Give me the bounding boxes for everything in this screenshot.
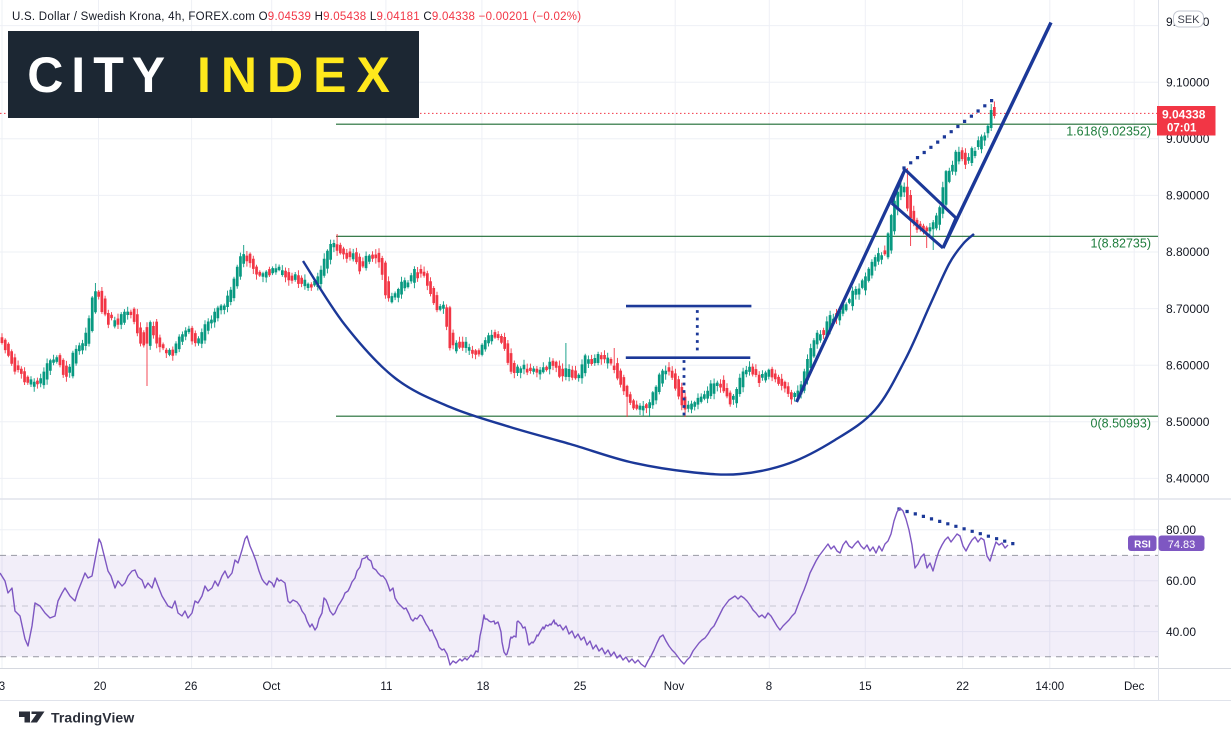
svg-text:3: 3 xyxy=(0,681,5,693)
svg-text:SEK: SEK xyxy=(1177,14,1200,26)
svg-text:8.40000: 8.40000 xyxy=(1166,472,1210,486)
svg-text:9.04338: 9.04338 xyxy=(1162,108,1206,122)
svg-text:25: 25 xyxy=(574,681,587,693)
svg-text:1(8.82735): 1(8.82735) xyxy=(1091,237,1151,251)
svg-text:U.S. Dollar / Swedish Krona, 4: U.S. Dollar / Swedish Krona, 4h, FOREX.c… xyxy=(12,11,581,23)
svg-text:15: 15 xyxy=(859,681,872,693)
svg-text:60.00: 60.00 xyxy=(1166,574,1196,588)
svg-text:07:01: 07:01 xyxy=(1167,123,1197,135)
svg-text:20: 20 xyxy=(94,681,107,693)
svg-text:8.50000: 8.50000 xyxy=(1166,415,1210,429)
svg-text:80.00: 80.00 xyxy=(1166,523,1196,537)
svg-text:18: 18 xyxy=(477,681,490,693)
svg-text:8.90000: 8.90000 xyxy=(1166,189,1210,203)
svg-text:14:00: 14:00 xyxy=(1035,681,1064,693)
svg-text:8.60000: 8.60000 xyxy=(1166,358,1210,372)
svg-text:TradingView: TradingView xyxy=(51,710,134,726)
svg-text:26: 26 xyxy=(185,681,198,693)
svg-text:9.10000: 9.10000 xyxy=(1166,75,1210,89)
svg-text:11: 11 xyxy=(380,681,392,693)
svg-text:22: 22 xyxy=(956,681,969,693)
svg-text:Nov: Nov xyxy=(664,681,685,693)
svg-text:1.618(9.02352): 1.618(9.02352) xyxy=(1066,125,1151,139)
svg-text:Oct: Oct xyxy=(262,681,281,693)
svg-text:8.70000: 8.70000 xyxy=(1166,302,1210,316)
svg-text:74.83: 74.83 xyxy=(1168,539,1196,551)
svg-text:8: 8 xyxy=(766,681,772,693)
svg-text:RSI: RSI xyxy=(1134,539,1151,550)
svg-text:0(8.50993): 0(8.50993) xyxy=(1091,417,1151,431)
svg-text:Dec: Dec xyxy=(1124,681,1145,693)
svg-text:40.00: 40.00 xyxy=(1166,625,1196,639)
svg-text:8.80000: 8.80000 xyxy=(1166,245,1210,259)
